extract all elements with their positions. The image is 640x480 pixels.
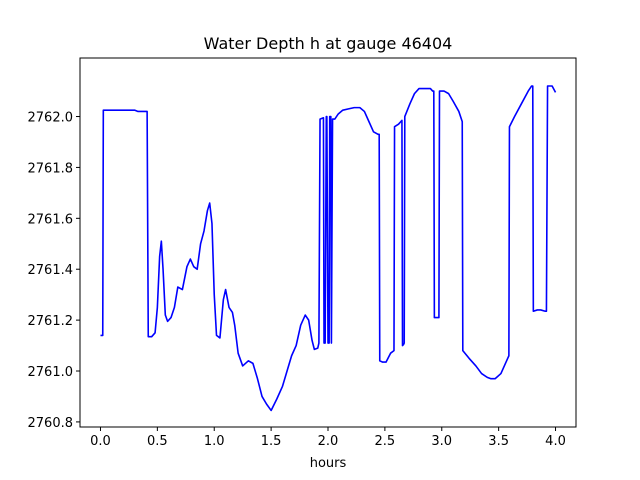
x-axis-label: hours <box>310 456 347 471</box>
x-tick-label: 2.5 <box>375 434 396 449</box>
x-tick-label: 3.0 <box>431 434 452 449</box>
chart-title: Water Depth h at gauge 46404 <box>204 34 453 53</box>
x-tick-label: 1.5 <box>261 434 282 449</box>
x-tick-label: 4.0 <box>545 434 566 449</box>
x-tick-label: 0.0 <box>90 434 111 449</box>
x-tick-label: 1.0 <box>204 434 225 449</box>
y-tick-label: 2760.8 <box>28 416 74 431</box>
y-tick-label: 2761.0 <box>28 365 74 380</box>
y-axis: 2760.8 2761.0 2761.2 2761.4 2761.6 2761.8 2762… <box>28 111 80 431</box>
plot-series-layer <box>100 85 557 412</box>
x-tick-label: 2.0 <box>318 434 339 449</box>
x-axis: 0.0 0.5 1.0 1.5 2.0 2.5 3.0 3.5 4.0 <box>90 427 566 449</box>
y-tick-label: 2761.4 <box>28 263 74 278</box>
y-tick-label: 2761.6 <box>28 212 74 227</box>
x-tick-label: 0.5 <box>147 434 168 449</box>
series-line-0 <box>100 85 557 412</box>
y-tick-label: 2761.2 <box>28 314 74 329</box>
y-tick-label: 2761.8 <box>28 161 74 176</box>
y-tick-label: 2762.0 <box>28 111 74 126</box>
x-tick-label: 3.5 <box>488 434 509 449</box>
